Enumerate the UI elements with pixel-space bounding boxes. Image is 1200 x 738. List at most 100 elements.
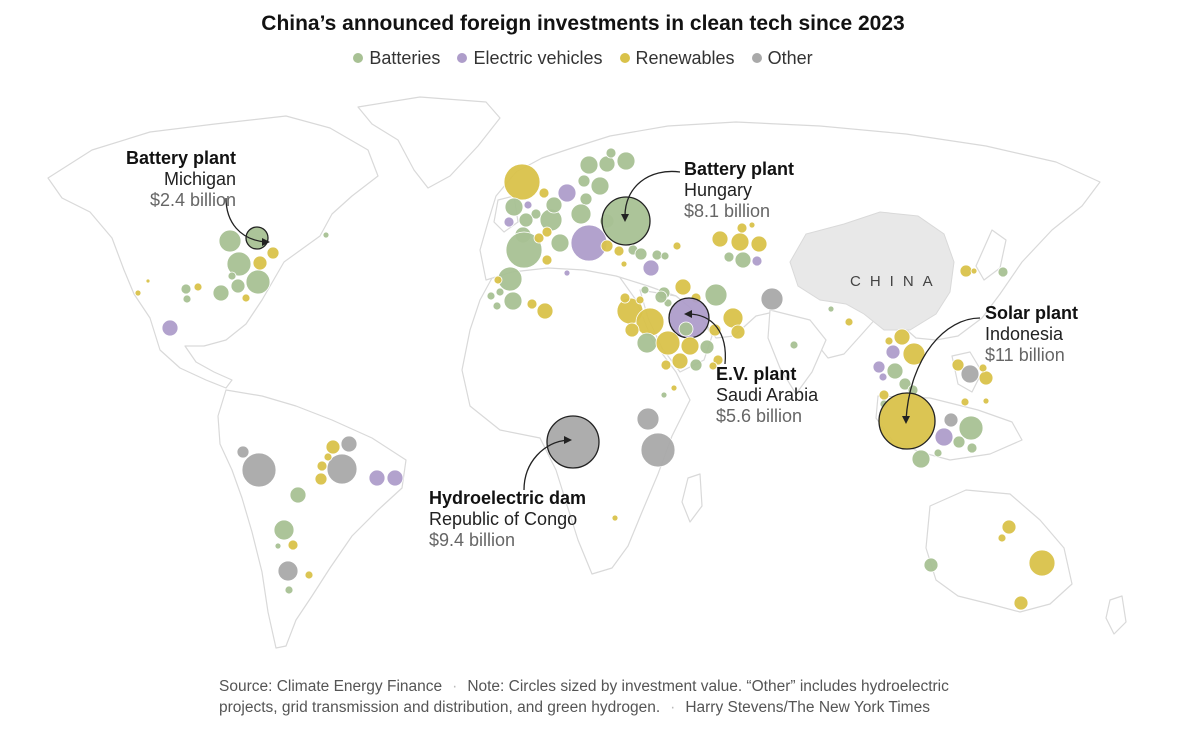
leader-arrowheads <box>262 214 910 444</box>
investment-dot-batteries <box>933 448 943 458</box>
investment-dot-renewables <box>536 302 554 320</box>
investment-dot-batteries <box>789 340 799 350</box>
leader-lines <box>225 170 981 491</box>
investment-dot-renewables <box>660 359 672 371</box>
annotation-saudi-place: Saudi Arabia <box>716 385 819 405</box>
investment-dot-renewables <box>997 533 1007 543</box>
landmass-new-zealand <box>1105 595 1127 635</box>
electric-vehicles-dot-icon <box>457 53 468 63</box>
annotation-michigan: Battery plant Michigan $2.4 billion <box>96 148 236 211</box>
china-region <box>789 211 955 331</box>
investment-dot-renewables <box>619 292 631 304</box>
investment-dot-renewables <box>1001 519 1017 535</box>
annotation-indonesia-title: Solar plant <box>985 303 1079 323</box>
landmass-australia <box>925 489 1073 613</box>
investment-dot-electric-vehicles <box>642 259 660 277</box>
footer: Source: Climate Energy Finance · Note: Cir… <box>219 676 979 718</box>
investment-dot-renewables <box>620 260 628 268</box>
investment-dot-renewables <box>611 514 619 522</box>
renewables-dot-icon <box>619 53 630 63</box>
landmass-india <box>767 309 827 395</box>
legend-label-renewables: Renewables <box>635 48 735 68</box>
investment-dot-renewables <box>241 293 251 303</box>
investment-dot-electric-vehicles <box>885 344 901 360</box>
investment-dot-renewables <box>750 235 768 253</box>
legend-label-electric-vehicles: Electric vehicles <box>473 48 603 68</box>
investment-dot-batteries <box>952 435 966 449</box>
investment-dot-renewables <box>730 232 750 252</box>
investment-dot-renewables <box>978 363 988 373</box>
investment-dot-batteries <box>545 196 563 214</box>
investment-dot-electric-vehicles <box>563 269 571 277</box>
investment-dot-other <box>340 435 358 453</box>
investment-dot-batteries <box>226 251 252 277</box>
investment-dot-batteries <box>923 557 939 573</box>
investment-dot-electric-vehicles <box>751 255 763 267</box>
investment-dot-other <box>546 415 600 469</box>
investment-dot-batteries <box>212 284 230 302</box>
investment-dot-batteries <box>634 247 648 261</box>
investment-dot-batteries <box>616 151 636 171</box>
investment-dot-other <box>241 452 277 488</box>
investment-dot-renewables <box>635 307 665 337</box>
investment-dot-batteries <box>273 519 295 541</box>
investment-dot-other <box>960 364 980 384</box>
legend-label-other: Other <box>767 48 813 68</box>
annotation-indonesia: Solar plant Indonesia $11 billion <box>985 303 1105 366</box>
investment-dot-batteries <box>274 542 282 550</box>
investment-dot-batteries <box>579 155 599 175</box>
leader-michigan <box>225 197 267 243</box>
investment-dot-batteries <box>492 301 502 311</box>
investment-dot-batteries <box>245 269 271 295</box>
investment-dot-batteries <box>495 287 505 297</box>
investment-dot-batteries <box>590 176 610 196</box>
legend-item-electric-vehicles: Electric vehicles <box>457 48 602 69</box>
investment-dot-renewables <box>635 295 645 305</box>
investment-dot-batteries <box>289 486 307 504</box>
investment-dot-batteries <box>601 196 651 246</box>
investment-dot-batteries <box>518 212 534 228</box>
leader-indonesia <box>905 317 981 421</box>
investment-dot-renewables <box>708 361 718 371</box>
investment-dot-batteries <box>218 229 242 253</box>
investment-dot-renewables <box>613 245 625 257</box>
investment-dot-batteries <box>505 231 543 269</box>
investment-dot-batteries <box>504 197 524 217</box>
annotation-saudi-arabia: E.V. plant Saudi Arabia $5.6 billion <box>716 364 836 427</box>
investment-dot-renewables <box>533 232 545 244</box>
annotation-congo-value: $9.4 billion <box>429 530 516 550</box>
investment-dot-batteries <box>966 442 978 454</box>
investment-dot-renewables <box>323 452 333 462</box>
investment-dot-renewables <box>970 267 978 275</box>
investment-dot-renewables <box>541 226 553 238</box>
investment-dot-batteries <box>570 203 592 225</box>
investment-dot-renewables <box>672 241 682 251</box>
investment-dot-renewables <box>600 239 614 253</box>
investment-dot-batteries <box>530 208 542 220</box>
annotation-congo-title: Hydroelectric dam <box>429 488 587 508</box>
investment-dot-batteries <box>911 449 931 469</box>
investment-dot-renewables <box>844 317 854 327</box>
annotation-saudi-title: E.V. plant <box>716 364 797 384</box>
investment-dot-other <box>760 287 784 311</box>
investment-dot-renewables <box>978 370 994 386</box>
investment-dot-batteries <box>689 358 703 372</box>
investment-dot-renewables <box>503 163 541 201</box>
landmass-japan <box>975 229 1007 281</box>
investment-dot-electric-vehicles <box>523 200 533 210</box>
other-dot-icon <box>751 53 762 63</box>
investment-dot-renewables <box>671 352 689 370</box>
china-label: CHINA <box>850 273 942 290</box>
investment-dot-batteries <box>636 332 658 354</box>
footer-note: Note: Circles sized by investment value.… <box>219 678 949 716</box>
investment-dot-batteries <box>678 321 694 337</box>
investment-dot-electric-vehicles <box>161 319 179 337</box>
investment-dot-renewables <box>145 278 151 284</box>
investment-dot-batteries <box>577 174 591 188</box>
investment-dot-renewables <box>748 221 756 229</box>
investment-dot-renewables <box>982 397 990 405</box>
investment-dot-batteries <box>886 362 904 380</box>
investment-dot-batteries <box>723 251 735 263</box>
investment-dot-other <box>636 407 660 431</box>
footer-credit: Harry Stevens/The New York Times <box>685 699 930 716</box>
